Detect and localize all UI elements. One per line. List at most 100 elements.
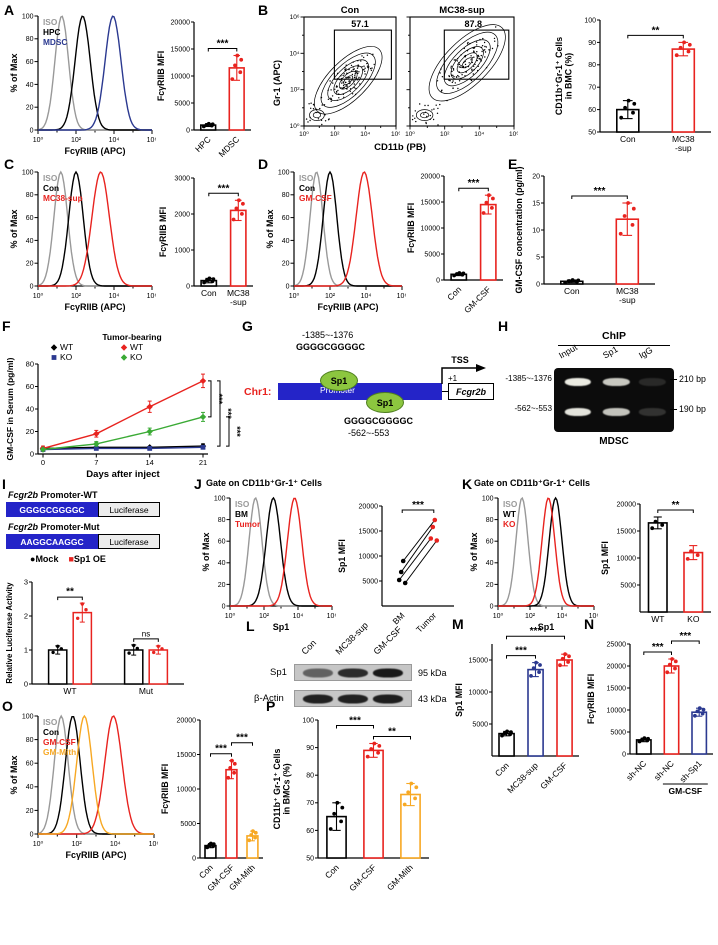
svg-text:Con: Con <box>299 183 315 193</box>
svg-text:***: *** <box>412 500 424 511</box>
l-western-blot: Con MC38-sup GM-CSF Sp1 95 kDa β-Actin 4… <box>248 620 460 724</box>
flow-histogram-svg: 0 20 40 60 80 100 10⁰ 10² 10⁴ 10⁶ FcγRIIB (APC) % o… <box>9 169 157 312</box>
svg-text:-sup: -sup <box>675 143 692 153</box>
blot-strip-sp1 <box>294 664 412 681</box>
svg-text:Sp1: Sp1 <box>273 622 290 632</box>
blot-row-sp1-label: Sp1 <box>270 667 287 678</box>
b-contour-mc38sup: MC38-sup 10⁰ 10² 10⁴ 10⁶ 87.8 <box>400 4 519 142</box>
svg-text:0: 0 <box>30 127 34 134</box>
m-sp1-mfi-bar-chart: 5000 10000 15000 Sp1 MFI Con MC38-sup GM-CSF **… <box>454 624 584 800</box>
blot-strip-actin <box>294 690 412 707</box>
panel-label-i: I <box>2 476 6 492</box>
svg-text:10000: 10000 <box>617 555 637 562</box>
svg-text:KO: KO <box>687 614 700 624</box>
svg-text:sh-Sp1: sh-Sp1 <box>677 758 703 784</box>
b-flow-plots: Gr-1 (APC) Con 10⁰ 10⁰ 10² 10² 10⁴ 10⁴ 10⁶ 10⁶ 57… <box>268 4 519 160</box>
gel-leader-1 <box>670 379 677 380</box>
svg-text:80: 80 <box>26 737 34 744</box>
svg-text:10⁴: 10⁴ <box>360 131 370 138</box>
svg-text:Con: Con <box>564 286 580 296</box>
panel-label-m: M <box>452 616 464 632</box>
svg-text:FcγRIIB (APC): FcγRIIB (APC) <box>65 850 126 860</box>
chip-gel-image <box>554 368 674 432</box>
panel-label-d: D <box>258 156 269 172</box>
blot-sp1-kda: 95 kDa <box>418 668 447 678</box>
svg-text:25000: 25000 <box>607 641 627 648</box>
svg-text:GM-CSF in Serum (pg/ml): GM-CSF in Serum (pg/ml) <box>5 357 15 460</box>
lane-label-con: Con <box>299 637 319 657</box>
svg-text:MDSC: MDSC <box>43 37 67 47</box>
svg-text:10²: 10² <box>71 137 82 144</box>
wt-luciferase-box: Luciferase <box>98 502 160 517</box>
flow-histogram-svg: 0 20 40 60 80 100 10⁰ 10² 10⁴ 10⁶ Sp1 % of Max ISOWT… <box>469 495 599 632</box>
svg-text:15000: 15000 <box>617 528 637 535</box>
svg-text:15000: 15000 <box>469 657 489 664</box>
b-contour-con: Con 10⁰ 10⁰ 10² 10² 10⁴ 10⁴ 10⁶ 10⁶ 57.1 <box>282 4 401 142</box>
h-chip-panel: ChIP Input Sp1 IgG -1385~-1376 -562~-553… <box>502 330 718 476</box>
p-percent-bar-chart: 50 60 70 80 90 100 CD11b⁺ Gr-1⁺ Cells in BMCs (… <box>272 702 434 904</box>
svg-text:40: 40 <box>282 238 290 245</box>
f-serum-line-chart: 0 20 40 60 80 0 7 14 21 Days after inject GM-CSF i… <box>4 328 242 480</box>
svg-text:10⁴: 10⁴ <box>557 613 568 620</box>
panel-label-e: E <box>508 156 518 172</box>
svg-text:3000: 3000 <box>174 175 190 182</box>
gel-row1-label: -1385~-1376 <box>505 374 552 383</box>
svg-text:100: 100 <box>214 495 226 502</box>
tss-label: TSS <box>451 355 469 365</box>
svg-text:GM-Mith: GM-Mith <box>385 862 415 892</box>
blot-band <box>337 668 369 677</box>
svg-text:0: 0 <box>622 751 626 758</box>
svg-text:10²: 10² <box>325 293 336 300</box>
svg-text:15000: 15000 <box>421 199 441 206</box>
svg-text:% of Max: % of Max <box>9 53 19 92</box>
svg-text:15: 15 <box>532 200 540 207</box>
sp1-site2-position: -562~-553 <box>348 428 390 438</box>
svg-text:20000: 20000 <box>607 663 627 670</box>
svg-text:1000: 1000 <box>174 247 190 254</box>
svg-text:GM-CSF concentration (pg/ml): GM-CSF concentration (pg/ml) <box>514 166 524 293</box>
line-chart-svg: 0 20 40 60 80 0 7 14 21 Days after inject GM-CSF i… <box>5 332 242 480</box>
gel-band <box>603 407 630 416</box>
svg-text:100: 100 <box>584 17 596 24</box>
svg-text:10²: 10² <box>259 613 270 620</box>
svg-text:***: *** <box>232 426 242 437</box>
svg-text:87.8: 87.8 <box>465 19 483 29</box>
svg-text:Sp1 MFI: Sp1 MFI <box>338 539 347 573</box>
svg-text:80: 80 <box>26 36 34 43</box>
svg-text:***: *** <box>530 626 542 637</box>
gel-band <box>639 378 666 387</box>
svg-text:40: 40 <box>26 82 34 89</box>
svg-text:% of Max: % of Max <box>469 532 479 571</box>
svg-text:60: 60 <box>26 59 34 66</box>
svg-text:CD11b⁺ Gr-1⁺ Cells: CD11b⁺ Gr-1⁺ Cells <box>272 749 282 830</box>
svg-text:***: *** <box>236 733 248 744</box>
svg-text:in BMC (%): in BMC (%) <box>564 53 574 99</box>
gel-band <box>639 407 666 416</box>
fcgr2b-gene-box: Fcgr2b <box>448 383 494 400</box>
svg-text:60: 60 <box>588 107 596 114</box>
svg-text:Sp1 MFI: Sp1 MFI <box>600 541 610 575</box>
svg-text:15000: 15000 <box>359 528 379 535</box>
svg-text:100: 100 <box>482 495 494 502</box>
svg-text:5000: 5000 <box>174 100 190 107</box>
svg-text:Sp1 MFI: Sp1 MFI <box>454 683 464 717</box>
flow-histogram-svg: 0 20 40 60 80 100 10⁰ 10² 10⁴ 10⁶ FcγRIIB (APC) % o… <box>9 13 157 156</box>
panel-label-p: P <box>266 698 276 714</box>
svg-text:FcγRIIB (APC): FcγRIIB (APC) <box>64 302 125 312</box>
svg-text:% of Max: % of Max <box>201 532 211 571</box>
svg-text:Days after inject: Days after inject <box>86 469 160 480</box>
lane-label-gmcsf: GM-CSF <box>371 624 404 657</box>
svg-text:***: *** <box>217 39 229 50</box>
svg-text:0: 0 <box>192 855 196 862</box>
b-xlabel: CD11b (PB) <box>374 142 426 153</box>
svg-text:20: 20 <box>486 582 494 589</box>
panel-label-c: C <box>4 156 15 172</box>
c-mfi-bar-chart: 0 1000 2000 3000 FcγRIIB MFI Con MC38 -sup *** <box>158 162 258 314</box>
svg-text:Con: Con <box>620 134 636 144</box>
svg-text:ISO: ISO <box>43 173 58 183</box>
svg-text:***: *** <box>652 642 664 653</box>
svg-text:100: 100 <box>302 717 314 724</box>
